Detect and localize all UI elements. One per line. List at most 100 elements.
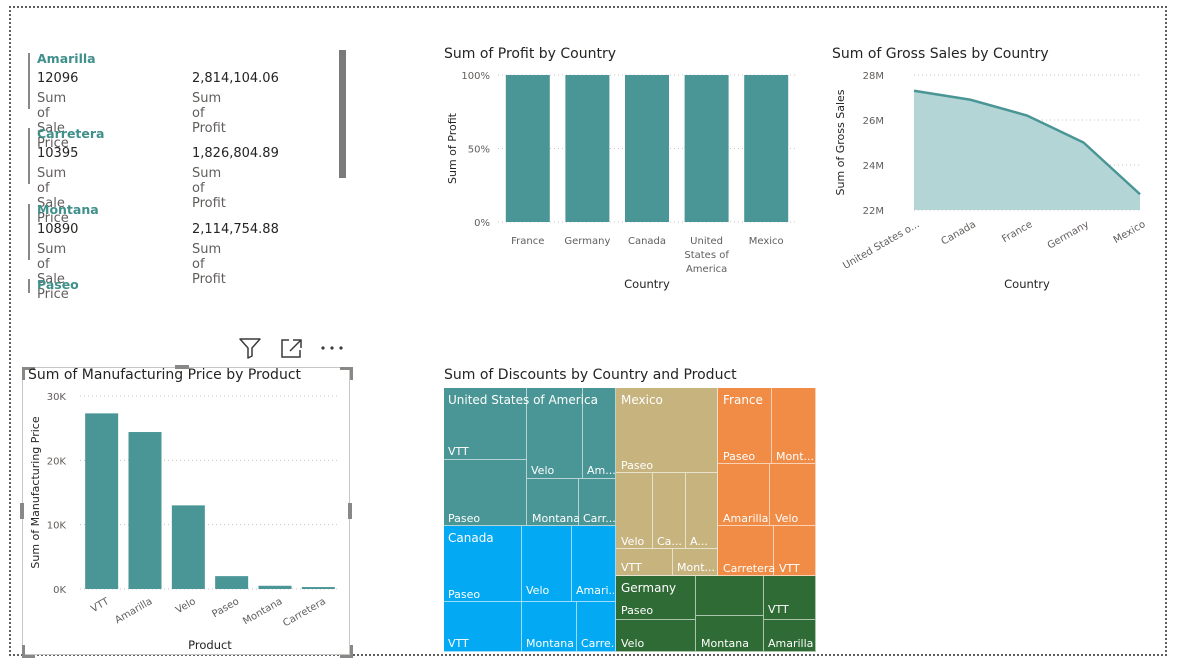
bar-vtt xyxy=(85,413,119,589)
treemap-product-label: Mont... xyxy=(776,450,814,463)
resize-corner[interactable] xyxy=(22,645,35,658)
treemap-group-label: Germany xyxy=(621,581,677,595)
treemap-cell[interactable] xyxy=(770,464,816,526)
x-tick-label: Paseo xyxy=(210,596,241,620)
treemap-cell[interactable] xyxy=(774,526,816,576)
treemap-product-label: Paseo xyxy=(723,450,756,463)
card-scrollbar[interactable] xyxy=(339,50,346,178)
bar-mexico xyxy=(744,75,789,222)
treemap-cell[interactable] xyxy=(616,549,673,576)
card-label-sale-price: Sum of Sale Price xyxy=(37,166,69,226)
treemap-cell[interactable] xyxy=(696,616,764,652)
x-tick-label: Carretera xyxy=(281,596,328,629)
treemap-cell[interactable] xyxy=(577,602,616,652)
treemap-cell[interactable] xyxy=(616,620,696,652)
resize-corner[interactable] xyxy=(22,367,35,380)
y-tick-label: 0% xyxy=(474,218,490,229)
discounts-treemap[interactable]: United States of America VTT Velo Am... … xyxy=(444,388,816,652)
treemap-cell[interactable] xyxy=(673,549,718,576)
card-row-accent xyxy=(28,279,30,293)
y-axis-title: Sum of Gross Sales xyxy=(834,89,847,195)
bar-carretera xyxy=(301,587,335,589)
resize-corner[interactable] xyxy=(340,367,353,380)
bar-canada xyxy=(625,75,669,222)
x-axis-title: Country xyxy=(1004,277,1050,291)
y-tick-label: 100% xyxy=(461,71,490,82)
more-options-icon[interactable] xyxy=(320,337,344,359)
bar-montana xyxy=(258,585,292,589)
treemap-cell[interactable] xyxy=(616,576,696,620)
treemap-product-label: Amarilla xyxy=(723,512,769,525)
treemap-product-label: Ca... xyxy=(657,535,682,548)
treemap-cell[interactable] xyxy=(696,576,764,616)
x-tick-label: France xyxy=(1000,219,1034,245)
treemap-cell[interactable] xyxy=(764,620,816,652)
card-row-name: Montana xyxy=(37,202,99,217)
treemap-cell[interactable] xyxy=(718,388,772,464)
card-value-sale-price: 12096 xyxy=(37,71,79,86)
x-tick-label: Canada xyxy=(628,236,666,247)
treemap-cell[interactable] xyxy=(572,526,616,602)
treemap-cell[interactable] xyxy=(522,602,577,652)
x-tick-label: Mexico xyxy=(749,236,784,247)
treemap-cell[interactable] xyxy=(579,479,616,526)
card-label-profit: Sum of Profit xyxy=(192,91,226,136)
y-tick-label: 0K xyxy=(53,585,66,596)
treemap-cell[interactable] xyxy=(764,576,816,620)
y-tick-label: 22M xyxy=(863,206,884,217)
card-row-name: Paseo xyxy=(37,277,79,292)
resize-handle-left[interactable] xyxy=(20,503,24,519)
treemap-cell[interactable] xyxy=(444,602,522,652)
bar-france xyxy=(505,75,550,222)
treemap-product-label: Montana xyxy=(526,637,574,650)
treemap-product-label: Amarilla xyxy=(768,637,814,650)
filter-icon[interactable] xyxy=(238,337,262,359)
treemap-cell[interactable] xyxy=(444,526,522,602)
treemap-cell[interactable] xyxy=(772,388,816,464)
treemap-cell[interactable] xyxy=(527,479,579,526)
treemap-cell[interactable] xyxy=(653,473,686,549)
chart-title-discounts: Sum of Discounts by Country and Product xyxy=(444,367,737,383)
y-tick-label: 20K xyxy=(47,456,67,467)
treemap-group-label: United States of America xyxy=(448,393,598,407)
focus-mode-icon[interactable] xyxy=(280,337,304,359)
treemap-cell[interactable] xyxy=(686,473,718,549)
treemap-product-label: Carr... xyxy=(583,512,615,525)
gross-sales-by-country-chart[interactable]: 22M 24M 26M 28M United States o... Canada Fran… xyxy=(828,62,1148,300)
x-tick-label: Mexico xyxy=(1112,219,1148,246)
manufacturing-price-by-product-chart[interactable]: 0K 10K 20K 30K VTT Amarilla Velo Paseo MontanaCa… xyxy=(24,384,348,654)
y-tick-label: 50% xyxy=(468,145,490,156)
x-axis-title: Product xyxy=(188,638,232,652)
treemap-product-label: Paseo xyxy=(621,604,654,617)
treemap-cell[interactable] xyxy=(444,460,527,526)
card-row-accent xyxy=(28,128,30,184)
bar-velo xyxy=(171,505,205,589)
bar-paseo xyxy=(215,576,249,589)
x-tick-label: United States of America xyxy=(684,236,729,275)
resize-handle-top[interactable] xyxy=(175,365,189,369)
x-tick-label: Velo xyxy=(174,596,198,616)
x-tick-label: Canada xyxy=(940,219,978,248)
x-tick-label: Amarilla xyxy=(113,596,154,626)
y-axis-title: Sum of Profit xyxy=(446,112,459,184)
treemap-cell[interactable] xyxy=(718,464,770,526)
treemap-cell[interactable] xyxy=(616,473,653,549)
resize-corner[interactable] xyxy=(340,645,353,658)
bar-united-states-of-america xyxy=(684,75,729,222)
treemap-cell[interactable] xyxy=(444,388,527,460)
resize-handle-right[interactable] xyxy=(348,503,352,519)
card-label-profit: Sum of Profit xyxy=(192,166,226,211)
treemap-cell[interactable] xyxy=(583,388,616,479)
card-row-accent xyxy=(28,53,30,109)
y-tick-label: 30K xyxy=(47,392,67,403)
y-tick-label: 26M xyxy=(863,116,884,127)
treemap-cell[interactable] xyxy=(616,388,718,473)
card-value-sale-price: 10890 xyxy=(37,222,79,237)
card-value-sale-price: 10395 xyxy=(37,146,79,161)
treemap-cell[interactable] xyxy=(718,526,774,576)
treemap-cell[interactable] xyxy=(527,388,583,479)
treemap-cell[interactable] xyxy=(522,526,572,602)
profit-by-country-chart[interactable]: 0% 50% 100% France Germany Canada United States… xyxy=(440,62,810,300)
treemap-product-label: Mont... xyxy=(677,561,715,574)
treemap-group-label: France xyxy=(723,393,763,407)
